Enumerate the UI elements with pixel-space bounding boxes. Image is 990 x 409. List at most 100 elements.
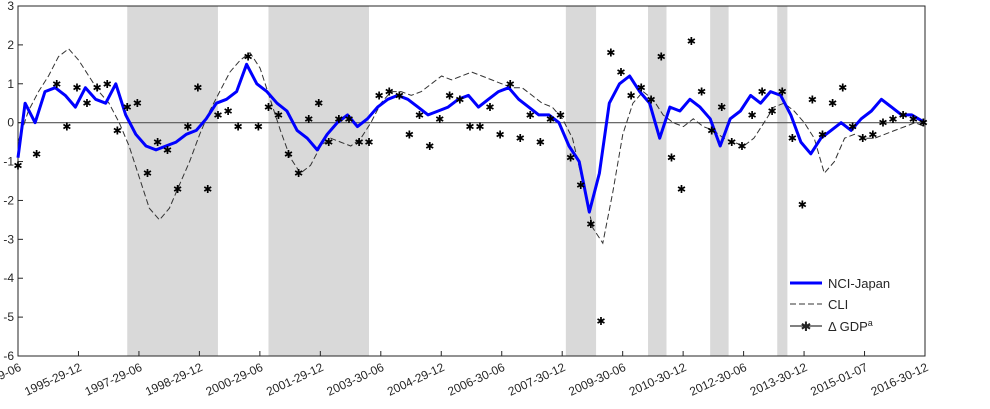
series-nci-japan [16, 62, 926, 214]
x-tick-label: 2010-30-12 [627, 360, 689, 399]
cli-line [17, 48, 926, 245]
gdp-point: ✱ [838, 82, 847, 95]
gdp-point: ✱ [858, 132, 867, 145]
gdp-point: ✱ [274, 109, 283, 122]
gdp-point: ✱ [556, 109, 565, 122]
gdp-point: ✱ [909, 113, 918, 126]
gdp-point: ✱ [647, 93, 656, 106]
gdp-point: ✱ [717, 101, 726, 114]
x-tick-label: 2006-30-06 [445, 360, 507, 399]
gdp-point: ✱ [677, 183, 686, 196]
gdp-point: ✱ [747, 109, 756, 122]
y-tick-label: -5 [3, 310, 14, 324]
gdp-point: ✱ [72, 82, 81, 95]
gdp-point: ✱ [546, 113, 555, 126]
gdp-point: ✱ [596, 315, 605, 328]
gdp-point: ✱ [616, 66, 625, 79]
gdp-point: ✱ [465, 121, 474, 134]
gdp-point: ✱ [778, 86, 787, 99]
gdp-point: ✱ [52, 78, 61, 91]
x-tick-label: 1998-29-12 [143, 360, 205, 399]
x-tick-label: 2016-30-12 [869, 360, 931, 399]
gdp-point: ✱ [455, 93, 464, 106]
recession-band-3 [648, 6, 667, 356]
series-cli [17, 48, 926, 245]
gdp-point: ✱ [344, 113, 353, 126]
gdp-point: ✱ [506, 78, 515, 91]
gdp-point: ✱ [244, 51, 253, 64]
x-tick-label: 1994-29-06 [0, 360, 24, 399]
gdp-point: ✱ [526, 109, 535, 122]
gdp-point: ✱ [405, 128, 414, 141]
gdp-point: ✱ [314, 97, 323, 110]
x-tick-label: 2003-30-06 [325, 360, 387, 399]
legend-label-nci: NCI-Japan [828, 276, 890, 291]
gdp-point: ✱ [193, 82, 202, 95]
gdp-point: ✱ [848, 121, 857, 134]
series-delta-gdp: ✱✱✱✱✱✱✱ ✱✱✱ ✱✱✱✱✱✱✱✱✱ ✱✱✱✱✱✱✱✱✱✱✱✱ ✱✱ ✱✱ ✱ ✱✱✱✱… [13, 35, 928, 328]
gdp-point: ✱ [737, 140, 746, 153]
plot-area [17, 5, 926, 357]
x-tick-label: 2015-01-07 [808, 360, 870, 399]
x-tick-label: 2007-30-12 [506, 360, 568, 399]
gdp-point: ✱ [606, 47, 615, 60]
recession-bands [127, 6, 788, 356]
gdp-point: ✱ [919, 117, 928, 130]
gdp-point: ✱ [667, 152, 676, 165]
gdp-point: ✱ [93, 82, 102, 95]
x-tick-label: 1995-29-12 [22, 360, 84, 399]
x-axis: 1994-29-061995-29-121997-29-061998-29-12… [0, 351, 931, 399]
legend-label-gdp-superscript: a [868, 318, 873, 328]
gdp-point: ✱ [485, 101, 494, 114]
gdp-point: ✱ [415, 109, 424, 122]
y-tick-label: 3 [7, 0, 14, 13]
gdp-point: ✱ [223, 105, 232, 118]
legend-label-cli: CLI [828, 297, 848, 312]
legend-swatch-gdp-marker: ✱ [801, 319, 812, 334]
gdp-point: ✱ [758, 86, 767, 99]
y-tick-label: -6 [3, 349, 14, 363]
gdp-point: ✱ [657, 51, 666, 64]
x-tick-label: 2004-29-12 [385, 360, 447, 399]
recession-band-1 [268, 6, 369, 356]
gdp-point: ✱ [113, 124, 122, 137]
gdp-point: ✱ [103, 78, 112, 91]
gdp-point: ✱ [32, 148, 41, 161]
recession-band-5 [777, 6, 788, 356]
gdp-point: ✱ [395, 89, 404, 102]
gdp-point: ✱ [586, 218, 595, 231]
gdp-point: ✱ [767, 105, 776, 118]
gdp-point: ✱ [213, 109, 222, 122]
gdp-point: ✱ [687, 35, 696, 48]
y-tick-label: -1 [3, 155, 14, 169]
gdp-point: ✱ [143, 167, 152, 180]
gdp-point: ✱ [818, 128, 827, 141]
gdp-point: ✱ [304, 113, 313, 126]
gdp-point: ✱ [153, 136, 162, 149]
gdp-point: ✱ [637, 82, 646, 95]
gdp-point: ✱ [13, 159, 22, 172]
gdp-point: ✱ [254, 121, 263, 134]
gdp-point: ✱ [627, 89, 636, 102]
x-tick-label: 2013-30-12 [748, 360, 810, 399]
gdp-point: ✱ [264, 101, 273, 114]
gdp-point: ✱ [385, 86, 394, 99]
y-tick-label: 0 [7, 116, 14, 130]
gdp-point: ✱ [173, 183, 182, 196]
gdp-point: ✱ [445, 89, 454, 102]
nci-japan-line [16, 62, 926, 214]
y-tick-label: 1 [7, 77, 14, 91]
gdp-point: ✱ [425, 140, 434, 153]
x-tick-label: 2009-30-06 [566, 360, 628, 399]
gdp-point: ✱ [82, 97, 91, 110]
gdp-point: ✱ [516, 132, 525, 145]
gdp-point: ✱ [727, 136, 736, 149]
legend-label-gdp: Δ GDPa [828, 318, 873, 334]
gdp-point: ✱ [294, 167, 303, 180]
gdp-point: ✱ [808, 93, 817, 106]
gdp-point: ✱ [123, 101, 132, 114]
x-tick-label: 2000-29-06 [204, 360, 266, 399]
x-tick-label: 2012-30-06 [687, 360, 749, 399]
x-tick-label: 2001-29-12 [264, 360, 326, 399]
